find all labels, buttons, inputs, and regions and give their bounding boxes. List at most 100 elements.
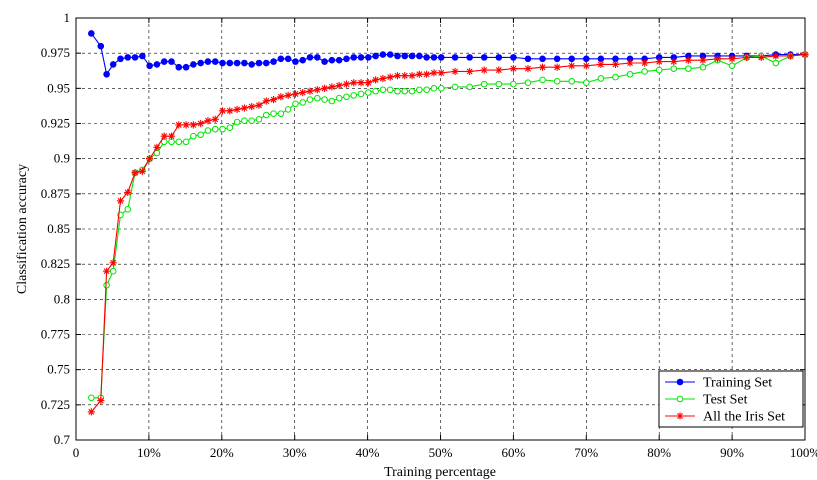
data-point-all-the-iris-set (583, 62, 590, 69)
data-point-test-set (373, 88, 379, 94)
data-point-test-set (314, 95, 320, 101)
data-point-training-set (380, 52, 386, 58)
data-point-all-the-iris-set (554, 64, 561, 71)
data-point-training-set (584, 56, 590, 62)
x-tick-label: 70% (574, 445, 598, 460)
data-point-all-the-iris-set (387, 73, 394, 80)
data-point-test-set (191, 133, 197, 139)
series-test-set (89, 52, 808, 401)
data-point-training-set (249, 62, 255, 68)
data-point-all-the-iris-set (321, 85, 328, 92)
data-point-all-the-iris-set (131, 169, 138, 176)
data-point-all-the-iris-set (212, 116, 219, 123)
y-tick-label: 0.975 (41, 45, 70, 60)
data-point-test-set (438, 86, 444, 92)
data-point-all-the-iris-set (117, 197, 124, 204)
data-point-all-the-iris-set (241, 104, 248, 111)
y-tick-label: 1 (64, 10, 71, 25)
data-point-training-set (344, 56, 350, 62)
data-point-training-set (322, 59, 328, 65)
data-point-all-the-iris-set (110, 259, 117, 266)
y-tick-label: 0.85 (47, 221, 70, 236)
data-point-test-set (729, 63, 735, 69)
data-point-test-set (249, 118, 255, 124)
data-point-training-set (336, 57, 342, 63)
data-point-test-set (293, 101, 299, 107)
data-point-all-the-iris-set (685, 57, 692, 64)
data-point-all-the-iris-set (328, 83, 335, 90)
data-point-test-set (525, 80, 531, 86)
series-all-the-iris-set (88, 51, 809, 415)
data-point-training-set (431, 55, 437, 61)
data-point-test-set (686, 66, 692, 72)
data-point-test-set (584, 80, 590, 86)
data-point-training-set (176, 64, 182, 70)
data-point-training-set (169, 59, 175, 65)
data-point-all-the-iris-set (408, 72, 415, 79)
data-point-all-the-iris-set (641, 59, 648, 66)
data-point-all-the-iris-set (124, 189, 131, 196)
data-point-test-set (89, 395, 95, 401)
data-point-test-set (278, 111, 284, 117)
data-point-all-the-iris-set (336, 82, 343, 89)
data-point-training-set (366, 55, 372, 61)
data-point-all-the-iris-set (314, 86, 321, 93)
data-point-all-the-iris-set (743, 54, 750, 61)
data-point-test-set (285, 107, 291, 113)
data-point-all-the-iris-set (306, 88, 313, 95)
y-tick-label: 0.75 (47, 362, 70, 377)
data-point-test-set (656, 67, 662, 73)
data-point-all-the-iris-set (168, 133, 175, 140)
data-point-all-the-iris-set (204, 117, 211, 124)
legend-label: Test Set (703, 393, 748, 408)
data-point-test-set (183, 139, 189, 145)
x-tick-label: 20% (210, 445, 234, 460)
data-point-training-set (271, 59, 277, 65)
data-point-test-set (395, 88, 401, 94)
data-point-test-set (569, 79, 575, 85)
data-point-test-set (300, 100, 306, 106)
data-point-all-the-iris-set (430, 69, 437, 76)
data-point-training-set (154, 62, 160, 68)
x-tick-label: 30% (283, 445, 307, 460)
data-point-test-set (125, 207, 131, 213)
data-point-test-set (205, 128, 211, 134)
data-point-training-set (234, 60, 240, 66)
data-point-test-set (540, 77, 546, 83)
data-point-all-the-iris-set (729, 55, 736, 62)
data-point-test-set (169, 139, 175, 145)
data-point-test-set (671, 66, 677, 72)
data-point-all-the-iris-set (190, 121, 197, 128)
data-point-test-set (496, 81, 502, 87)
data-point-test-set (220, 126, 226, 132)
y-tick-label: 0.925 (41, 116, 70, 131)
data-point-test-set (358, 91, 364, 97)
data-point-test-set (263, 112, 269, 118)
data-point-all-the-iris-set (714, 55, 721, 62)
data-point-all-the-iris-set (423, 71, 430, 78)
y-axis-title: Classification accuracy (15, 164, 30, 294)
data-point-training-set (467, 55, 473, 61)
data-point-test-set (467, 84, 473, 90)
data-point-training-set (307, 55, 313, 61)
data-point-all-the-iris-set (226, 107, 233, 114)
data-point-test-set (227, 125, 233, 131)
y-tick-label: 0.875 (41, 186, 70, 201)
data-point-all-the-iris-set (299, 89, 306, 96)
data-point-test-set (387, 87, 393, 93)
data-point-training-set (329, 57, 335, 63)
data-point-all-the-iris-set (357, 79, 364, 86)
x-tick-label: 100% (790, 445, 817, 460)
data-point-training-set (540, 56, 546, 62)
data-point-test-set (627, 71, 633, 77)
data-point-training-set (98, 43, 104, 49)
legend-marker (676, 412, 683, 419)
data-point-training-set (147, 63, 153, 69)
data-point-all-the-iris-set (481, 66, 488, 73)
data-point-all-the-iris-set (626, 59, 633, 66)
data-point-test-set (700, 64, 706, 70)
data-point-test-set (402, 88, 408, 94)
x-tick-label: 40% (356, 445, 380, 460)
x-tick-label: 60% (501, 445, 525, 460)
legend-label: All the Iris Set (703, 410, 785, 425)
